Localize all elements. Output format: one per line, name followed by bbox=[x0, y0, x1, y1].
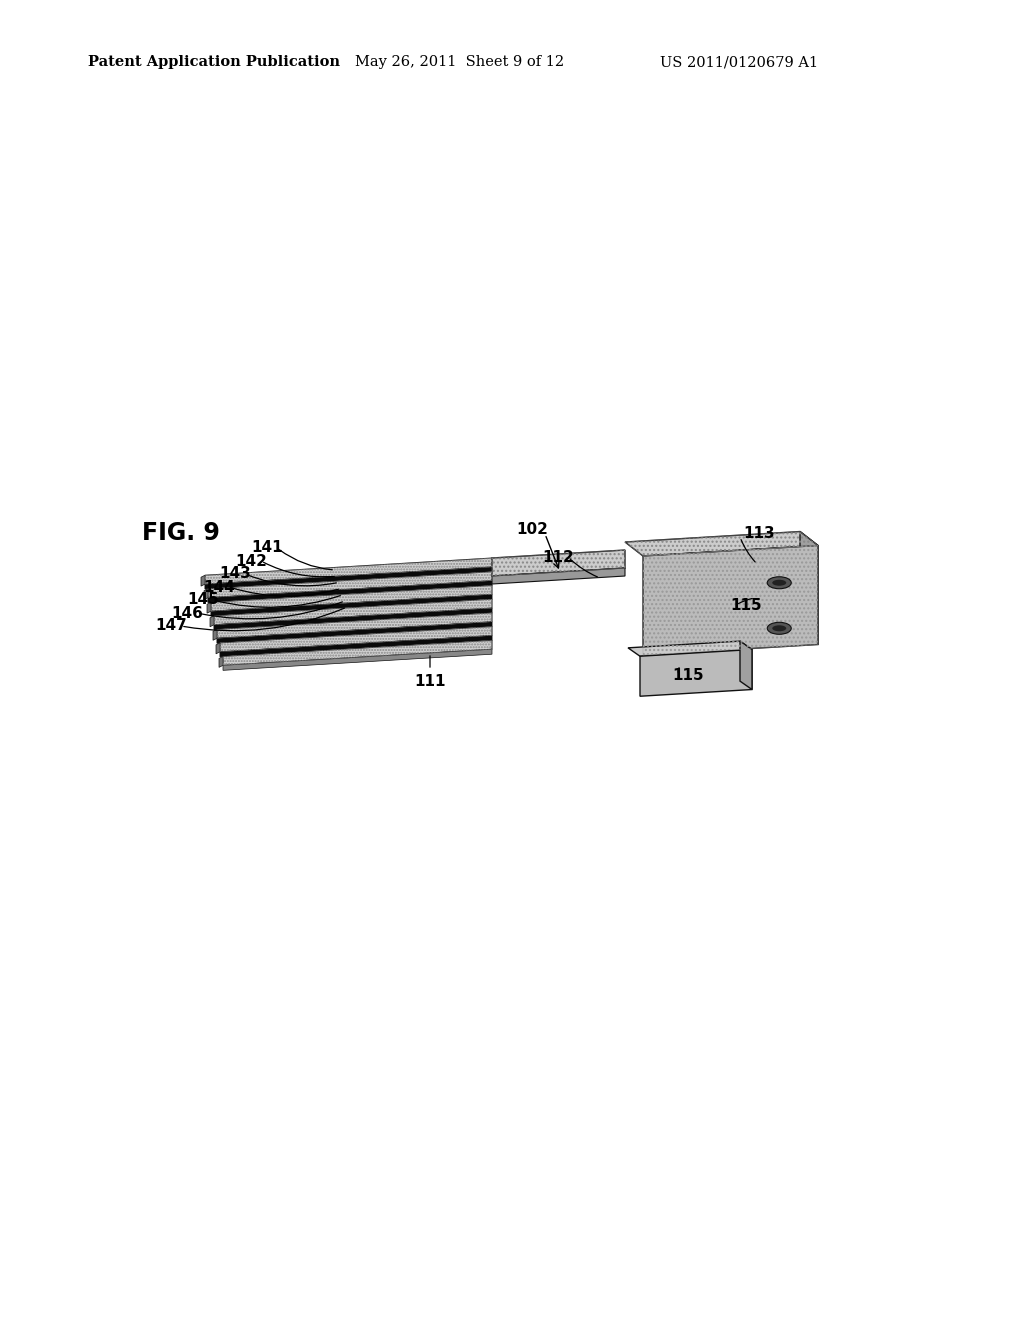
Text: 145: 145 bbox=[187, 593, 219, 607]
Polygon shape bbox=[220, 627, 492, 652]
Polygon shape bbox=[643, 545, 818, 655]
Polygon shape bbox=[220, 635, 492, 657]
Text: 144: 144 bbox=[203, 579, 234, 594]
Polygon shape bbox=[214, 609, 492, 630]
Text: 143: 143 bbox=[219, 566, 251, 582]
Polygon shape bbox=[800, 532, 818, 644]
Text: Patent Application Publication: Patent Application Publication bbox=[88, 55, 340, 69]
Text: FIG. 9: FIG. 9 bbox=[142, 521, 220, 545]
Text: 113: 113 bbox=[743, 525, 774, 540]
Ellipse shape bbox=[767, 577, 792, 589]
Polygon shape bbox=[219, 656, 223, 668]
Text: 115: 115 bbox=[672, 668, 703, 682]
Text: 141: 141 bbox=[251, 540, 283, 556]
Polygon shape bbox=[208, 581, 492, 602]
Polygon shape bbox=[217, 622, 492, 643]
Polygon shape bbox=[204, 589, 208, 599]
Text: May 26, 2011  Sheet 9 of 12: May 26, 2011 Sheet 9 of 12 bbox=[355, 55, 564, 69]
Polygon shape bbox=[201, 576, 205, 586]
Polygon shape bbox=[217, 622, 492, 643]
Polygon shape bbox=[208, 572, 492, 598]
Text: 142: 142 bbox=[236, 553, 267, 569]
Polygon shape bbox=[223, 640, 492, 665]
Polygon shape bbox=[207, 602, 211, 614]
Polygon shape bbox=[217, 612, 492, 639]
Ellipse shape bbox=[767, 622, 792, 635]
Ellipse shape bbox=[772, 579, 786, 586]
Polygon shape bbox=[211, 594, 492, 616]
Polygon shape bbox=[220, 635, 492, 656]
Polygon shape bbox=[640, 649, 752, 696]
Polygon shape bbox=[208, 581, 492, 603]
Polygon shape bbox=[492, 568, 625, 583]
Polygon shape bbox=[223, 649, 492, 671]
Polygon shape bbox=[213, 630, 217, 640]
Polygon shape bbox=[205, 566, 492, 589]
Text: 146: 146 bbox=[171, 606, 203, 620]
Polygon shape bbox=[492, 550, 625, 576]
Polygon shape bbox=[625, 532, 818, 556]
Text: 115: 115 bbox=[730, 598, 762, 612]
Text: US 2011/0120679 A1: US 2011/0120679 A1 bbox=[660, 55, 818, 69]
Ellipse shape bbox=[772, 626, 786, 631]
Polygon shape bbox=[214, 599, 492, 624]
Text: 102: 102 bbox=[516, 523, 548, 537]
Polygon shape bbox=[205, 558, 492, 585]
Polygon shape bbox=[214, 609, 492, 630]
Polygon shape bbox=[740, 642, 752, 689]
Polygon shape bbox=[205, 566, 492, 589]
Polygon shape bbox=[216, 643, 220, 653]
Polygon shape bbox=[628, 642, 752, 656]
Polygon shape bbox=[210, 616, 214, 627]
Text: 147: 147 bbox=[156, 619, 187, 634]
Text: 111: 111 bbox=[415, 675, 445, 689]
Text: 112: 112 bbox=[543, 549, 574, 565]
Polygon shape bbox=[211, 586, 492, 611]
Polygon shape bbox=[211, 594, 492, 616]
